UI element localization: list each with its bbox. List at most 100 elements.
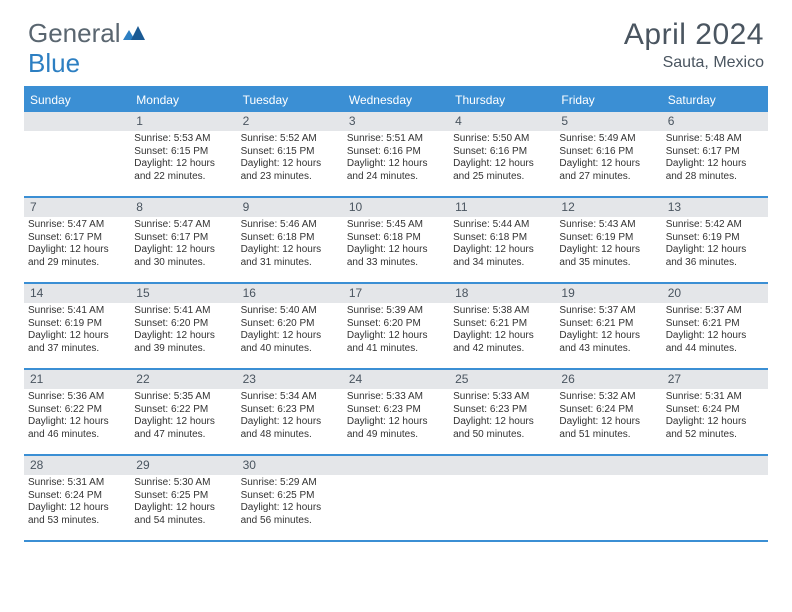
location-text: Sauta, Mexico [624,54,764,72]
day-number: 21 [24,370,130,389]
sunset-line: Sunset: 6:18 PM [347,232,445,245]
sunrise-line: Sunrise: 5:41 AM [28,305,126,318]
daylight-line: Daylight: 12 hours and 24 minutes. [347,158,445,183]
calendar-cell: 28Sunrise: 5:31 AMSunset: 6:24 PMDayligh… [24,456,130,540]
day-number: 19 [555,284,661,303]
sunrise-line: Sunrise: 5:42 AM [666,219,764,232]
cell-body: Sunrise: 5:29 AMSunset: 6:25 PMDaylight:… [237,475,343,531]
sunrise-line: Sunrise: 5:35 AM [134,391,232,404]
calendar-cell: 16Sunrise: 5:40 AMSunset: 6:20 PMDayligh… [237,284,343,368]
day-number: 15 [130,284,236,303]
daylight-line: Daylight: 12 hours and 31 minutes. [241,244,339,269]
daylight-line: Daylight: 12 hours and 25 minutes. [453,158,551,183]
calendar-cell [24,112,130,196]
brand-logo: General [28,18,145,49]
sunrise-line: Sunrise: 5:31 AM [666,391,764,404]
daylight-line: Daylight: 12 hours and 56 minutes. [241,502,339,527]
daylight-line: Daylight: 12 hours and 44 minutes. [666,330,764,355]
day-number: 16 [237,284,343,303]
sunset-line: Sunset: 6:16 PM [347,146,445,159]
day-number: 12 [555,198,661,217]
calendar-cell: 18Sunrise: 5:38 AMSunset: 6:21 PMDayligh… [449,284,555,368]
calendar-week: 14Sunrise: 5:41 AMSunset: 6:19 PMDayligh… [24,284,768,370]
day-number: 17 [343,284,449,303]
day-number: 25 [449,370,555,389]
calendar-week: 21Sunrise: 5:36 AMSunset: 6:22 PMDayligh… [24,370,768,456]
page-header: General April 2024 Sauta, Mexico [0,0,792,80]
sunrise-line: Sunrise: 5:36 AM [28,391,126,404]
cell-body: Sunrise: 5:43 AMSunset: 6:19 PMDaylight:… [555,217,661,273]
day-number: 8 [130,198,236,217]
daylight-line: Daylight: 12 hours and 54 minutes. [134,502,232,527]
day-header: Tuesday [237,88,343,112]
daylight-line: Daylight: 12 hours and 34 minutes. [453,244,551,269]
calendar-cell: 15Sunrise: 5:41 AMSunset: 6:20 PMDayligh… [130,284,236,368]
daylight-line: Daylight: 12 hours and 36 minutes. [666,244,764,269]
sunrise-line: Sunrise: 5:45 AM [347,219,445,232]
daylight-line: Daylight: 12 hours and 29 minutes. [28,244,126,269]
sunset-line: Sunset: 6:20 PM [347,318,445,331]
cell-body: Sunrise: 5:40 AMSunset: 6:20 PMDaylight:… [237,303,343,359]
sunrise-line: Sunrise: 5:34 AM [241,391,339,404]
calendar-cell: 4 Sunrise: 5:50 AMSunset: 6:16 PMDaylight… [449,112,555,196]
calendar-cell: 14Sunrise: 5:41 AMSunset: 6:19 PMDayligh… [24,284,130,368]
sunrise-line: Sunrise: 5:51 AM [347,133,445,146]
daylight-line: Daylight: 12 hours and 35 minutes. [559,244,657,269]
daylight-line: Daylight: 12 hours and 52 minutes. [666,416,764,441]
sunset-line: Sunset: 6:15 PM [134,146,232,159]
sunrise-line: Sunrise: 5:49 AM [559,133,657,146]
calendar-cell: 27Sunrise: 5:31 AMSunset: 6:24 PMDayligh… [662,370,768,454]
month-title: April 2024 [624,18,764,52]
sunrise-line: Sunrise: 5:40 AM [241,305,339,318]
cell-body: Sunrise: 5:44 AMSunset: 6:18 PMDaylight:… [449,217,555,273]
daylight-line: Daylight: 12 hours and 37 minutes. [28,330,126,355]
calendar-week: 1Sunrise: 5:53 AMSunset: 6:15 PMDaylight… [24,112,768,198]
day-header: Sunday [24,88,130,112]
daylight-line: Daylight: 12 hours and 33 minutes. [347,244,445,269]
sunset-line: Sunset: 6:22 PM [28,404,126,417]
daylight-line: Daylight: 12 hours and 46 minutes. [28,416,126,441]
sunrise-line: Sunrise: 5:43 AM [559,219,657,232]
calendar-cell [555,456,661,540]
calendar-cell [662,456,768,540]
sunset-line: Sunset: 6:16 PM [453,146,551,159]
day-header: Friday [555,88,661,112]
empty-day-header [555,456,661,475]
sunset-line: Sunset: 6:17 PM [666,146,764,159]
sunset-line: Sunset: 6:20 PM [134,318,232,331]
day-number: 4 [449,112,555,131]
daylight-line: Daylight: 12 hours and 47 minutes. [134,416,232,441]
cell-body: Sunrise: 5:53 AMSunset: 6:15 PMDaylight:… [130,131,236,187]
sunset-line: Sunset: 6:18 PM [241,232,339,245]
sunset-line: Sunset: 6:21 PM [559,318,657,331]
calendar-cell: 11Sunrise: 5:44 AMSunset: 6:18 PMDayligh… [449,198,555,282]
cell-body: Sunrise: 5:37 AMSunset: 6:21 PMDaylight:… [662,303,768,359]
sunrise-line: Sunrise: 5:48 AM [666,133,764,146]
day-number: 1 [130,112,236,131]
calendar-cell [449,456,555,540]
calendar-cell: 25Sunrise: 5:33 AMSunset: 6:23 PMDayligh… [449,370,555,454]
sunrise-line: Sunrise: 5:33 AM [453,391,551,404]
day-number: 18 [449,284,555,303]
day-number: 6 [662,112,768,131]
logo-triangle-icon [123,18,145,49]
cell-body: Sunrise: 5:31 AMSunset: 6:24 PMDaylight:… [662,389,768,445]
daylight-line: Daylight: 12 hours and 41 minutes. [347,330,445,355]
sunrise-line: Sunrise: 5:31 AM [28,477,126,490]
sunset-line: Sunset: 6:22 PM [134,404,232,417]
sunrise-line: Sunrise: 5:50 AM [453,133,551,146]
cell-body: Sunrise: 5:42 AMSunset: 6:19 PMDaylight:… [662,217,768,273]
calendar-cell: 23Sunrise: 5:34 AMSunset: 6:23 PMDayligh… [237,370,343,454]
daylight-line: Daylight: 12 hours and 48 minutes. [241,416,339,441]
empty-day-header [449,456,555,475]
calendar-cell: 1Sunrise: 5:53 AMSunset: 6:15 PMDaylight… [130,112,236,196]
cell-body: Sunrise: 5:35 AMSunset: 6:22 PMDaylight:… [130,389,236,445]
day-number: 9 [237,198,343,217]
cell-body: Sunrise: 5:51 AMSunset: 6:16 PMDaylight:… [343,131,449,187]
calendar-cell: 20Sunrise: 5:37 AMSunset: 6:21 PMDayligh… [662,284,768,368]
day-header: Saturday [662,88,768,112]
calendar-grid: SundayMondayTuesdayWednesdayThursdayFrid… [24,86,768,542]
daylight-line: Daylight: 12 hours and 28 minutes. [666,158,764,183]
cell-body: Sunrise: 5:49 AMSunset: 6:16 PMDaylight:… [555,131,661,187]
day-header-row: SundayMondayTuesdayWednesdayThursdayFrid… [24,88,768,112]
